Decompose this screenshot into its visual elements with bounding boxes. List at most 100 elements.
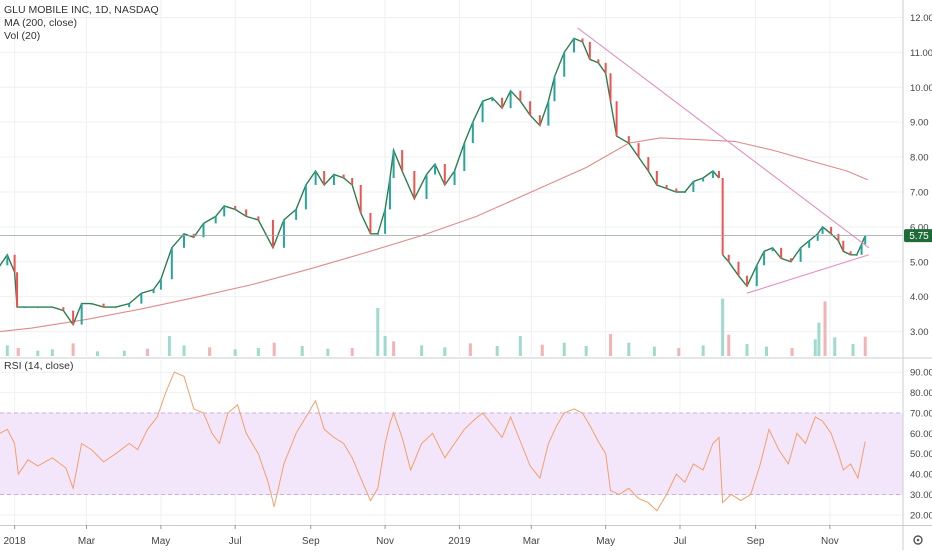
price-point	[597, 59, 600, 63]
price-point	[223, 205, 226, 217]
price-point	[152, 289, 155, 294]
volume-bar	[833, 337, 837, 356]
price-point	[675, 188, 678, 192]
x-tick-label: Jul	[674, 536, 687, 547]
settings-icon[interactable]	[913, 535, 923, 545]
price-axis: 3.00 4.00 5.00 6.00 7.00 8.00 9.00 10.00 11.00 12…	[910, 13, 932, 338]
price-point	[295, 209, 298, 220]
price-point	[214, 216, 217, 224]
price-point	[80, 303, 83, 325]
price-point	[72, 310, 75, 325]
price-point	[481, 101, 484, 123]
vol-legend[interactable]: Vol (20)	[4, 30, 41, 42]
volume-bar	[495, 346, 499, 356]
volume-bar	[765, 346, 769, 356]
volume-bar	[122, 350, 126, 356]
price-point	[51, 307, 54, 309]
price-point	[323, 171, 326, 185]
price-point	[771, 247, 774, 252]
ma-legend[interactable]: MA (200, close)	[4, 17, 77, 29]
price-tick-label: 4.00	[910, 292, 929, 303]
price-point	[737, 261, 740, 276]
price-point	[369, 212, 372, 234]
rsi-tick-label: 40.00	[910, 470, 932, 481]
x-tick-label: May	[151, 536, 170, 547]
volume-bar	[468, 343, 472, 356]
price-point	[388, 178, 391, 210]
price-point	[282, 219, 285, 248]
price-point	[665, 184, 668, 189]
volume-bar	[652, 346, 656, 356]
x-tick-label: Sep	[747, 536, 765, 547]
price-point	[563, 52, 566, 77]
price-point	[384, 209, 387, 234]
settings-icon-center	[916, 538, 920, 542]
price-point	[727, 254, 730, 262]
price-point	[588, 41, 591, 60]
x-tick-label: Nov	[821, 536, 839, 547]
price-point	[763, 251, 766, 266]
volume-bar	[167, 336, 171, 356]
volume-bar	[863, 336, 867, 356]
last-price-label: 5.75	[909, 231, 929, 242]
price-point	[615, 101, 618, 137]
volume-bar	[326, 348, 330, 356]
volume-bar	[790, 348, 794, 356]
symbol-title[interactable]: GLU MOBILE INC, 1D, NASDAQ	[4, 4, 159, 16]
price-point	[425, 174, 428, 199]
price-tick-label: 6.00	[910, 222, 929, 233]
price-point	[849, 251, 852, 255]
price-point	[647, 157, 650, 172]
price-point	[376, 233, 379, 235]
price-point	[842, 240, 845, 252]
price-point	[24, 307, 27, 309]
price-point	[637, 143, 640, 158]
price-point	[789, 258, 792, 262]
volume-bar	[677, 348, 681, 356]
volume-bar	[817, 322, 821, 356]
price-point	[509, 90, 512, 109]
volume-bar	[350, 348, 354, 356]
price-line-group	[0, 37, 867, 327]
rsi-legend-block: RSI (14, close)	[4, 360, 73, 373]
price-point	[808, 240, 811, 248]
price-point	[519, 90, 522, 102]
volume-bar	[609, 334, 613, 356]
price-point	[102, 303, 105, 308]
price-point	[627, 136, 630, 144]
volume-bar	[701, 345, 705, 356]
price-point	[553, 76, 556, 102]
price-point	[413, 171, 416, 199]
rsi-line	[0, 371, 866, 512]
price-point	[572, 38, 575, 53]
price-point	[332, 174, 335, 185]
price-point	[717, 171, 720, 178]
price-point	[6, 254, 9, 266]
price-line	[722, 225, 866, 288]
price-point	[62, 307, 65, 311]
x-tick-label: Sep	[302, 536, 320, 547]
price-point	[860, 244, 863, 255]
rsi-axis: 20.00 30.00 40.00 50.00 60.00 70.00 80.00 90.00	[910, 368, 932, 522]
volume-bar	[376, 308, 380, 356]
price-point	[604, 62, 607, 74]
price-point	[90, 303, 93, 305]
price-point	[114, 307, 117, 309]
volume-bar	[208, 347, 212, 356]
rsi-tick-label: 50.00	[910, 449, 932, 460]
price-point	[702, 178, 705, 182]
price-point	[855, 254, 858, 256]
price-point	[128, 303, 131, 308]
x-tick-label: May	[596, 536, 615, 547]
rsi-legend[interactable]: RSI (14, close)	[4, 360, 74, 372]
price-point	[746, 275, 749, 287]
volume-bar	[518, 336, 522, 356]
volume-bar	[562, 342, 566, 356]
price-point	[609, 73, 612, 102]
price-point	[581, 38, 584, 42]
price-point	[655, 171, 658, 185]
price-tick-label: 9.00	[910, 118, 929, 129]
volume-bar	[233, 349, 237, 356]
